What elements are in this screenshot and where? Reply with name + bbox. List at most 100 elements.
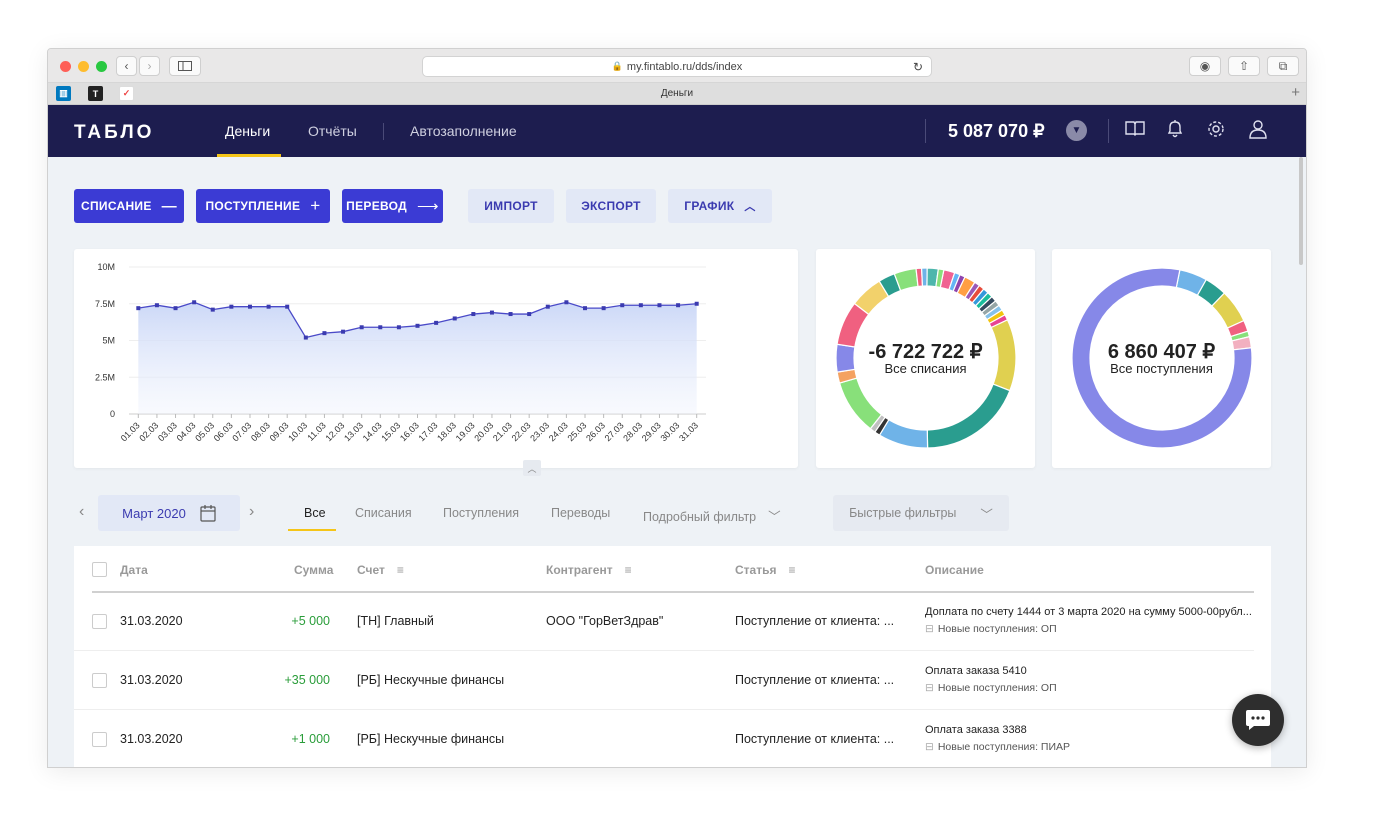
filter-icon[interactable]: ≡ [624, 563, 632, 577]
share-button[interactable]: ⇧ [1228, 56, 1260, 76]
transfer-button[interactable]: ПЕРЕВОД ⟶ [342, 189, 443, 223]
quick-filters-dropdown[interactable]: Быстрые фильтры ﹀ [833, 495, 1009, 531]
table-row[interactable]: 31.03.2020 +35 000 [РБ] Нескучные финанс… [74, 652, 1254, 710]
filter-tab-transfers[interactable]: Переводы [551, 506, 611, 520]
chat-button[interactable] [1232, 694, 1284, 746]
period-selector[interactable]: Март 2020 [98, 495, 240, 531]
reload-icon[interactable]: ↻ [912, 59, 923, 74]
privacy-button[interactable]: ◉ [1189, 56, 1221, 76]
data-point[interactable] [229, 304, 234, 309]
data-point[interactable] [564, 300, 569, 305]
donut-slice[interactable] [926, 383, 1011, 449]
data-point[interactable] [620, 303, 625, 308]
filter-icon[interactable]: ≡ [788, 563, 796, 577]
select-all-checkbox[interactable] [92, 562, 107, 577]
row-article: Поступление от клиента: ... [735, 673, 895, 687]
data-point[interactable] [136, 306, 141, 311]
header-amount[interactable]: Сумма [294, 563, 334, 577]
data-point[interactable] [303, 335, 308, 340]
donut-slice[interactable] [1071, 267, 1253, 449]
header-account[interactable]: Счет ≡ [357, 563, 404, 577]
nav-money[interactable]: Деньги [225, 123, 271, 139]
prev-period-button[interactable]: ‹ [79, 503, 84, 521]
filter-icon[interactable]: ≡ [396, 563, 404, 577]
data-point[interactable] [508, 312, 513, 317]
forward-button[interactable]: › [139, 56, 160, 76]
tabs-overview-button[interactable]: ⧉ [1267, 56, 1299, 76]
data-point[interactable] [452, 316, 457, 321]
data-point[interactable] [378, 325, 383, 330]
import-button[interactable]: ИМПОРТ [468, 189, 554, 223]
row-amount: +5 000 [291, 614, 330, 628]
close-window-button[interactable] [60, 61, 71, 72]
data-point[interactable] [434, 320, 439, 325]
data-point[interactable] [396, 325, 401, 330]
data-point[interactable] [322, 331, 327, 336]
data-point[interactable] [154, 303, 159, 308]
data-point[interactable] [341, 329, 346, 334]
nav-autofill[interactable]: Автозаполнение [410, 123, 517, 139]
row-checkbox[interactable] [92, 614, 107, 629]
sidebar-toggle-button[interactable] [169, 56, 201, 76]
filter-tab-write-offs[interactable]: Списания [355, 506, 412, 520]
detailed-filter-dropdown[interactable]: Подробный фильтр ﹀ [643, 506, 781, 525]
zoom-window-button[interactable] [96, 61, 107, 72]
header-article[interactable]: Статья ≡ [735, 563, 796, 577]
data-point[interactable] [173, 306, 178, 311]
donut-slice[interactable] [935, 268, 945, 289]
data-point[interactable] [471, 312, 476, 317]
header-description[interactable]: Описание [925, 563, 984, 577]
data-point[interactable] [415, 323, 420, 328]
income-button[interactable]: ПОСТУПЛЕНИЕ + [196, 189, 330, 223]
header-counterparty[interactable]: Контрагент ≡ [546, 563, 632, 577]
app-favicon[interactable]: ✓ [119, 86, 134, 101]
data-point[interactable] [210, 307, 215, 312]
back-button[interactable]: ‹ [116, 56, 137, 76]
data-point[interactable] [638, 303, 643, 308]
data-point[interactable] [192, 300, 197, 305]
app-logo[interactable]: ТАБЛО [74, 122, 155, 143]
new-tab-icon[interactable]: + [1291, 84, 1300, 101]
data-point[interactable] [359, 325, 364, 330]
book-icon[interactable] [1124, 119, 1146, 142]
collapse-chart-button[interactable]: ︿ [523, 460, 541, 476]
filter-tab-income[interactable]: Поступления [443, 506, 519, 520]
export-button[interactable]: ЭКСПОРТ [566, 189, 656, 223]
donut-slice[interactable] [920, 267, 928, 287]
write-off-button[interactable]: СПИСАНИЕ — [74, 189, 184, 223]
trello-favicon[interactable]: ▥ [56, 86, 71, 101]
data-point[interactable] [694, 301, 699, 306]
data-point[interactable] [601, 306, 606, 311]
gear-icon[interactable] [1206, 119, 1226, 144]
donut-slice[interactable] [838, 377, 883, 430]
header-date[interactable]: Дата [120, 563, 148, 577]
data-point[interactable] [545, 304, 550, 309]
data-point[interactable] [247, 304, 252, 309]
table-row[interactable]: 31.03.2020 +5 000 [ТН] Главный ООО "ГорВ… [74, 593, 1254, 651]
x-tick-label: 19.03 [454, 420, 477, 443]
data-point[interactable] [657, 303, 662, 308]
tablo-favicon[interactable]: T [88, 86, 103, 101]
minimize-window-button[interactable] [78, 61, 89, 72]
balance-dropdown-button[interactable]: ▼ [1066, 120, 1087, 141]
row-checkbox[interactable] [92, 673, 107, 688]
address-bar[interactable]: 🔒 my.fintablo.ru/dds/index ↻ [422, 56, 932, 77]
chart-toggle-button[interactable]: ГРАФИК ︿ [668, 189, 772, 223]
row-checkbox[interactable] [92, 732, 107, 747]
chat-bubble-icon [1246, 710, 1270, 730]
data-point[interactable] [285, 304, 290, 309]
table-row[interactable]: 31.03.2020 +1 000 [РБ] Нескучные финансы… [74, 711, 1254, 767]
filter-tab-all[interactable]: Все [304, 506, 326, 520]
data-point[interactable] [266, 304, 271, 309]
expenses-label: Все списания [884, 361, 967, 376]
data-point[interactable] [527, 312, 532, 317]
next-period-button[interactable]: › [249, 503, 254, 521]
tab-title[interactable]: Деньги [660, 88, 694, 99]
page-scrollbar[interactable] [1299, 157, 1303, 265]
user-icon[interactable] [1248, 119, 1268, 144]
nav-reports[interactable]: Отчёты [308, 123, 357, 139]
data-point[interactable] [489, 310, 494, 315]
data-point[interactable] [583, 306, 588, 311]
bell-icon[interactable] [1166, 119, 1184, 144]
data-point[interactable] [676, 303, 681, 308]
